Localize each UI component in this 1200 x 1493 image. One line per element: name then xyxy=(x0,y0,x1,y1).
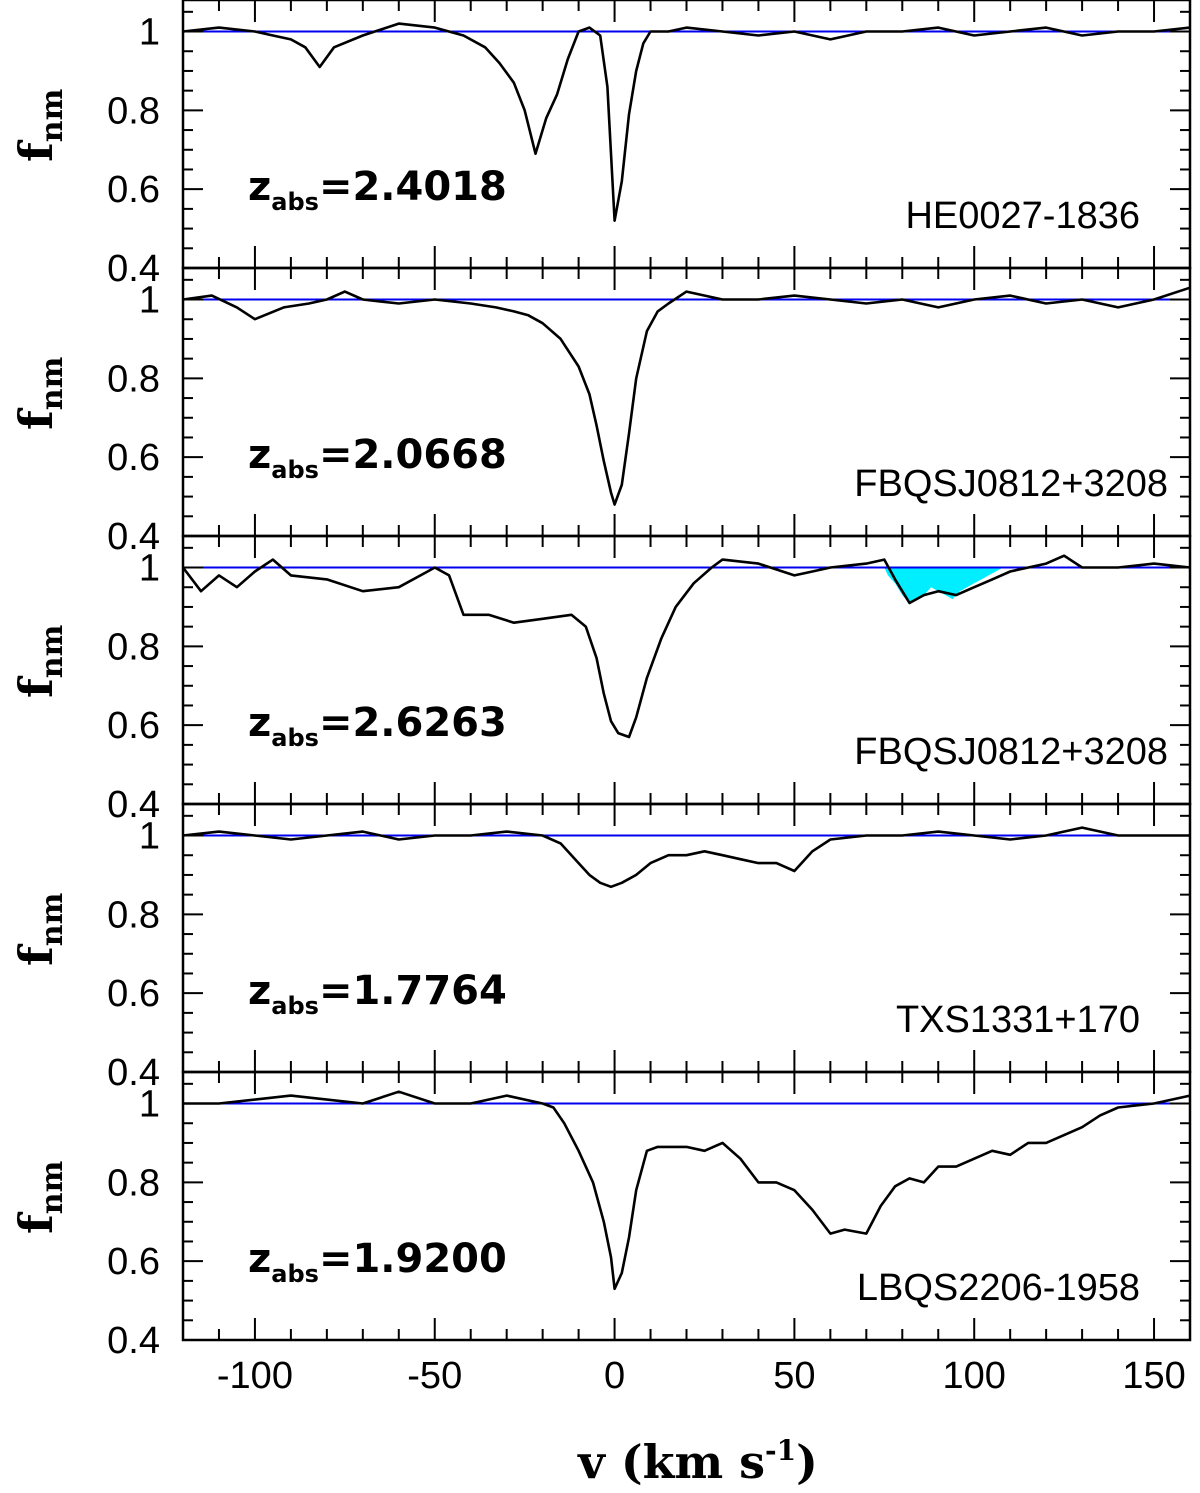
absorber-redshift-label: zabs=2.0668 xyxy=(248,432,507,484)
spectrum-line xyxy=(183,1090,1191,1291)
y-tick-label: 0.6 xyxy=(107,437,160,479)
y-tick-label: 1 xyxy=(139,1084,160,1126)
y-tick-label: 1 xyxy=(139,12,160,54)
qso-name-label: FBQSJ0812+3208 xyxy=(854,463,1168,505)
y-axis-label: fnm xyxy=(9,1160,70,1234)
panel-4: 0.4 0.6 0.8 1 fnm zabs=1.7764 TXS1331+170 xyxy=(9,802,1192,1094)
x-tick-label: -50 xyxy=(407,1355,462,1397)
qso-name-label: FBQSJ0812+3208 xyxy=(854,731,1168,773)
y-tick-label: 0.4 xyxy=(107,1320,160,1362)
y-tick-label: 0.6 xyxy=(107,973,160,1015)
y-tick-label: 1 xyxy=(139,548,160,590)
y-tick-label: 0.8 xyxy=(107,894,160,936)
y-tick-label: 0.8 xyxy=(107,1162,160,1204)
y-tick-label: 0.6 xyxy=(107,705,160,747)
x-tick-label: 100 xyxy=(943,1355,1006,1397)
absorber-redshift-label: zabs=1.7764 xyxy=(248,968,507,1020)
x-tick-label: -100 xyxy=(217,1355,293,1397)
panels-group: 0.40.60.81fnmzabs=2.4018HE0027-18360.40.… xyxy=(9,0,1192,1397)
spectrum-line xyxy=(182,286,1191,506)
spectrum-line xyxy=(182,826,1190,889)
panel-2: 0.4 0.6 0.8 1 fnm zabs=2.0668 FBQSJ0812+3208 xyxy=(9,266,1192,558)
y-tick-label: 1 xyxy=(139,816,160,858)
y-tick-label: 0.4 xyxy=(107,516,160,558)
y-axis-label: fnm xyxy=(9,624,70,698)
x-axis-label: v (km s-1) xyxy=(577,1434,818,1489)
y-axis-label: fnm xyxy=(9,88,70,162)
x-tick-label: 50 xyxy=(773,1355,815,1397)
y-axis-label: fnm xyxy=(9,356,70,430)
qso-name-label: LBQS2206-1958 xyxy=(857,1267,1140,1309)
panel-3: 0.4 0.6 0.8 1 fnm zabs=2.6263 FBQSJ0812+3208 xyxy=(9,534,1192,826)
y-tick-label: 0.8 xyxy=(107,358,160,400)
x-tick-label: 150 xyxy=(1122,1355,1185,1397)
y-tick-label: 0.4 xyxy=(107,784,160,826)
y-tick-label: 0.6 xyxy=(107,1241,160,1283)
y-tick-label: 0.6 xyxy=(107,169,160,211)
absorber-redshift-label: zabs=1.9200 xyxy=(248,1236,507,1288)
absorber-redshift-label: zabs=2.4018 xyxy=(248,164,507,216)
absorber-redshift-label: zabs=2.6263 xyxy=(248,700,507,752)
shaded-absorption-feature xyxy=(884,567,1003,603)
panel-1: 0.4 0.6 0.8 1 fnm zabs=2.4018 HE0027-1836 xyxy=(9,0,1192,290)
qso-name-label: HE0027-1836 xyxy=(905,195,1140,237)
y-axis-label: fnm xyxy=(9,892,70,966)
x-tick-label: 0 xyxy=(604,1355,625,1397)
panel-5: 0.4 0.6 0.8 1 fnm zabs=1.9200 LBQS2206-1958 -10… xyxy=(9,1070,1192,1397)
y-tick-label: 0.4 xyxy=(107,248,160,290)
spectrum-line xyxy=(181,554,1191,739)
y-tick-label: 0.8 xyxy=(107,90,160,132)
y-tick-label: 0.8 xyxy=(107,626,160,668)
qso-name-label: TXS1331+170 xyxy=(896,999,1140,1041)
y-tick-label: 1 xyxy=(139,280,160,322)
y-tick-label: 0.4 xyxy=(107,1052,160,1094)
spectrum-line xyxy=(182,22,1191,222)
